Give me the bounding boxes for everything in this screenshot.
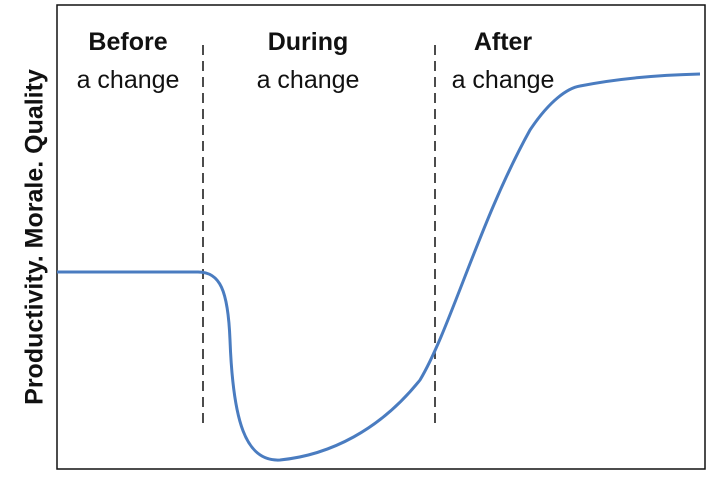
change-curve [57,72,701,462]
phase-subtitle: a change [257,66,360,94]
frame [56,4,706,470]
phase-title: During [268,28,349,56]
phase-subtitle: a change [452,66,555,94]
axis-label: Productivity. Morale. Quality [21,69,49,405]
phase-title: Before [88,28,167,56]
phase-subtitle: a change [77,66,180,94]
phase-title: After [474,28,533,56]
